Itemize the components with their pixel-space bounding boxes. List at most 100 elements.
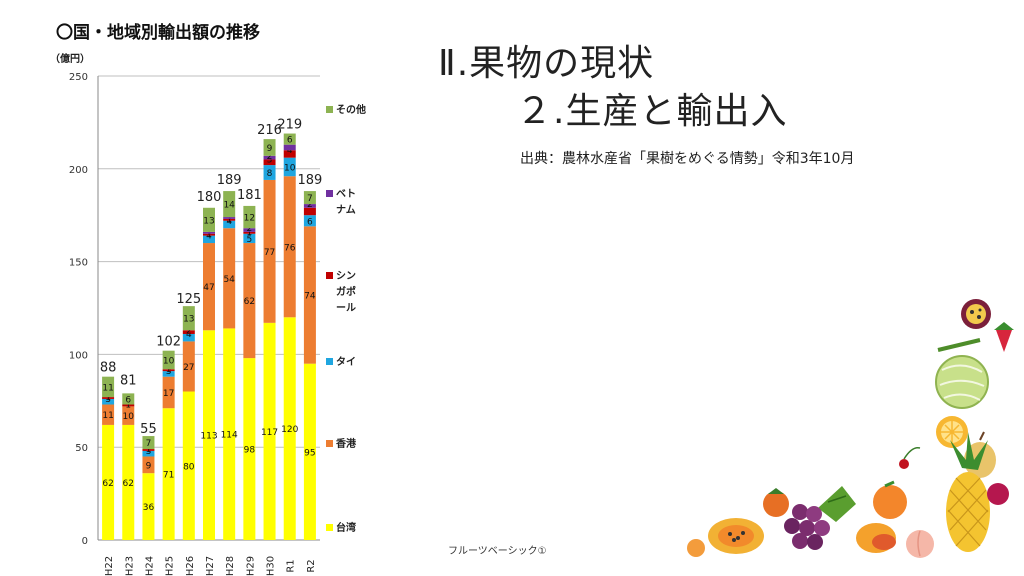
bar-segment [243,231,256,234]
bar-segment [303,191,316,205]
data-label: 1 [246,228,252,238]
legend-swatch [326,358,333,365]
bar-segment [303,207,316,216]
data-label: 6 [287,136,293,146]
data-label: 1 [105,393,111,403]
data-label: 12 [244,214,255,224]
papaya-icon [708,518,764,554]
x-tick-label: R2 [306,559,317,572]
bar-segment [223,228,236,329]
y-axis-label: （億円） [50,52,90,65]
bar-segment [283,144,296,151]
data-label: 10 [123,412,135,422]
data-label: 117 [261,428,278,438]
y-tick-label: 0 [82,536,88,547]
data-label: 7 [307,194,313,204]
total-label: 189 [217,173,242,188]
bar-segment [182,333,195,342]
data-label: 76 [284,243,296,253]
data-label: 2 [267,152,273,162]
legend-label: 香港 [336,437,357,450]
total-label: 88 [100,361,117,376]
source-citation: 出典：農林水産省「果樹をめぐる情勢」令和3年10月 [520,151,855,167]
data-label: 3 [267,156,273,166]
bar-segment [203,231,215,234]
total-label: 219 [277,118,302,133]
data-label: 62 [244,297,255,307]
bar-segment [182,391,195,540]
bar-segment [263,322,276,540]
chart-title: 〇国・地域別輸出額の推移 [56,23,260,43]
peach-icon [906,530,934,558]
bar-segment [182,330,195,334]
export-chart: （億円）0501001502002506211311188H2262101681… [50,52,366,576]
total-label: 189 [297,173,322,188]
slide-title-line2: ２.生産と輸出入 [516,91,788,132]
data-label: 1 [226,215,232,225]
passion-fruit-icon [961,299,991,329]
bar-segment [243,228,256,232]
bar-segment [122,424,135,540]
bar-segment [102,397,115,399]
bar-segment [243,358,256,540]
total-label: 102 [156,335,181,350]
data-label: 6 [125,395,131,405]
total-label: 55 [140,422,157,437]
y-tick-label: 100 [69,350,88,361]
bar-segment [263,165,276,180]
data-label: 80 [183,462,195,472]
mango-icon [856,523,896,553]
bar-segment [303,226,316,364]
data-label: 62 [123,479,134,489]
bar-segment [223,218,236,221]
y-tick-label: 150 [69,258,88,269]
persimmon-icon [763,488,789,517]
data-label: 9 [146,461,152,471]
y-tick-label: 250 [69,72,88,83]
legend-swatch [326,524,333,531]
data-label: 4 [226,217,232,227]
data-label: 2 [246,224,252,234]
bar-segment [102,376,115,398]
bar-segment [142,449,155,451]
y-tick-label: 200 [69,165,88,176]
bar-segment [203,207,215,232]
data-label: 1 [166,365,172,375]
bar-segment [303,363,316,540]
grape-icon [784,504,830,550]
bar-segment [203,330,215,540]
bar-segment [182,306,195,331]
strawberry-icon [994,322,1014,352]
legend-label: シン [336,270,356,282]
total-label: 216 [257,123,282,138]
bar-segment [122,393,135,405]
data-label: 10 [284,163,296,173]
data-label: 10 [163,356,175,366]
data-label: 114 [221,431,238,441]
bar-segment [203,235,215,244]
legend-label: その他 [336,103,366,116]
x-tick-label: H22 [104,556,115,576]
legend-swatch [326,272,333,279]
data-label: 3 [166,367,172,377]
bar-segment [142,436,155,450]
data-label: 71 [163,471,174,481]
bar-segment [283,176,296,318]
bar-segment [263,139,276,156]
data-label: 4 [287,146,293,156]
x-tick-label: H23 [124,556,135,576]
y-tick-label: 50 [75,443,88,454]
legend-label: 台湾 [336,521,356,534]
total-label: 180 [197,190,222,205]
data-label: 1 [146,445,152,455]
fruit-illustration [687,299,1014,558]
bar-segment [142,456,155,474]
lemon-icon [936,416,968,448]
data-label: 3 [105,395,111,405]
x-tick-label: H24 [144,556,155,576]
bar-segment [142,473,155,540]
bar-segment [203,233,215,236]
x-tick-label: H25 [165,556,176,576]
cherry-icon [899,446,921,469]
data-label: 2 [186,326,192,336]
